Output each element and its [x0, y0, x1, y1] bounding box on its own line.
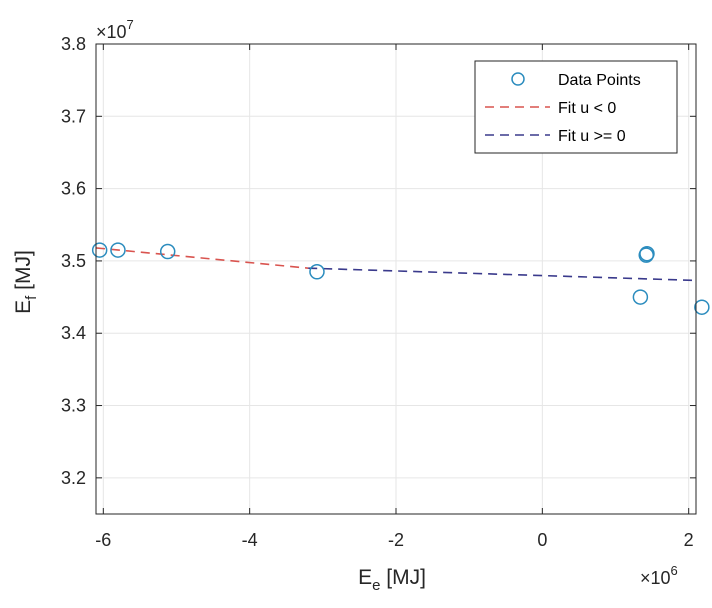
x-tick-label: -4 [242, 530, 258, 550]
data-point [694, 299, 710, 315]
y-axis-multiplier: ×107 [96, 17, 134, 42]
x-axis-multiplier: ×106 [640, 563, 678, 588]
data-points [91, 242, 710, 315]
y-tick-label: 3.2 [61, 468, 86, 488]
data-point [639, 245, 655, 262]
y-tick-label: 3.3 [61, 396, 86, 416]
fit-line-positive [308, 267, 697, 282]
data-point [632, 289, 649, 305]
legend-label-fit-negative: Fit u < 0 [558, 100, 616, 117]
y-tick-label: 3.8 [61, 34, 86, 54]
data-point [110, 242, 126, 258]
y-axis-label: Ef [MJ] [12, 250, 40, 314]
y-tick-label: 3.7 [61, 106, 86, 126]
legend-label-fit-positive: Fit u >= 0 [558, 128, 626, 145]
fit-line-negative [95, 247, 309, 269]
legend: Data Points Fit u < 0 Fit u >= 0 [474, 60, 678, 154]
data-point [91, 242, 108, 258]
y-tick-label: 3.4 [61, 323, 86, 343]
y-tick-label: 3.6 [61, 179, 86, 199]
fit-lines [95, 247, 697, 282]
legend-label-data-points: Data Points [558, 72, 641, 89]
x-tick-label: -2 [388, 530, 404, 550]
data-point [309, 264, 325, 280]
x-axis-label: Ee [MJ] [358, 566, 426, 594]
x-tick-label: 2 [684, 530, 694, 550]
x-ticks: -6 -4 -2 0 2 [95, 44, 694, 550]
x-tick-label: 0 [537, 530, 547, 550]
x-tick-label: -6 [95, 530, 111, 550]
y-ticks: 3.2 3.3 3.4 3.5 3.6 3.7 3.8 [61, 34, 696, 488]
data-point [159, 243, 176, 260]
legend-marker-data-points [511, 72, 525, 86]
y-tick-label: 3.5 [61, 251, 86, 271]
